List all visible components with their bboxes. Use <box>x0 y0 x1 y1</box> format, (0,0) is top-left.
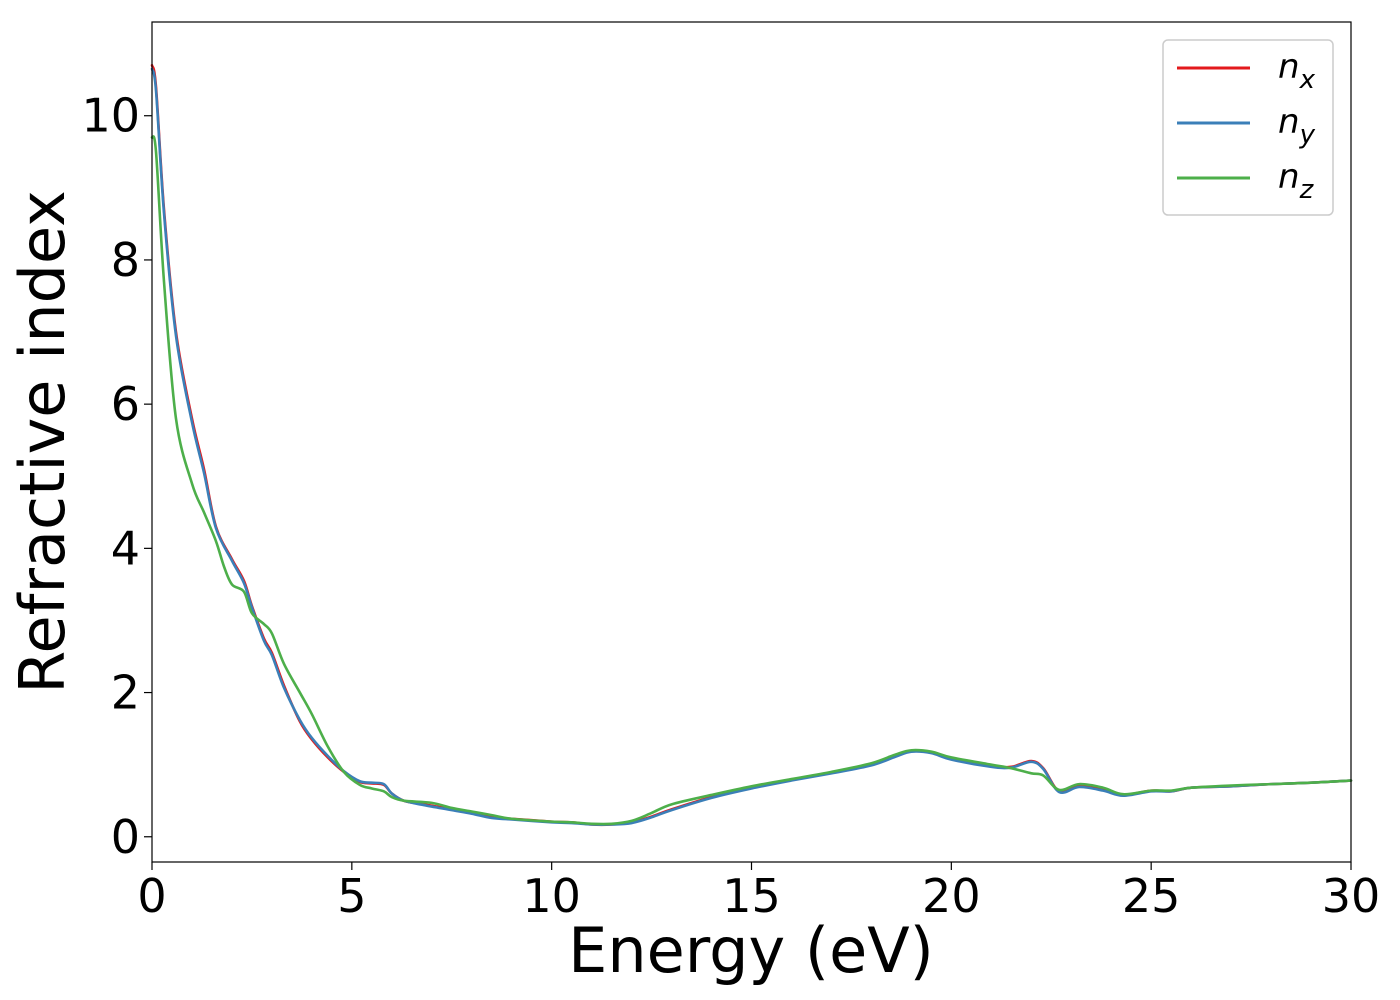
x-tick-label: 5 <box>337 869 366 923</box>
x-tick-label: 10 <box>522 869 581 923</box>
x-tick-label: 25 <box>1122 869 1181 923</box>
x-axis-title: Energy (eV) <box>568 914 934 987</box>
y-axis-title: Refractive index <box>6 190 79 694</box>
x-tick-label: 20 <box>922 869 981 923</box>
y-tick-label: 2 <box>111 666 140 720</box>
y-tick-label: 8 <box>111 233 140 287</box>
legend-label-ny: ny <box>1278 102 1316 150</box>
x-tick-label: 0 <box>137 869 166 923</box>
y-axis-ticks: 0 2 4 6 8 10 <box>81 89 152 864</box>
x-axis-ticks: 0 5 10 15 20 25 30 <box>137 862 1380 923</box>
y-tick-label: 0 <box>111 810 140 864</box>
x-tick-label: 30 <box>1322 869 1381 923</box>
y-tick-label: 10 <box>81 89 140 143</box>
series-line-nz <box>150 135 1353 826</box>
y-tick-label: 4 <box>111 521 140 575</box>
legend-box <box>1162 39 1334 216</box>
y-tick-label: 6 <box>111 377 140 431</box>
series-layer <box>150 63 1353 827</box>
x-tick-label: 15 <box>722 869 781 923</box>
